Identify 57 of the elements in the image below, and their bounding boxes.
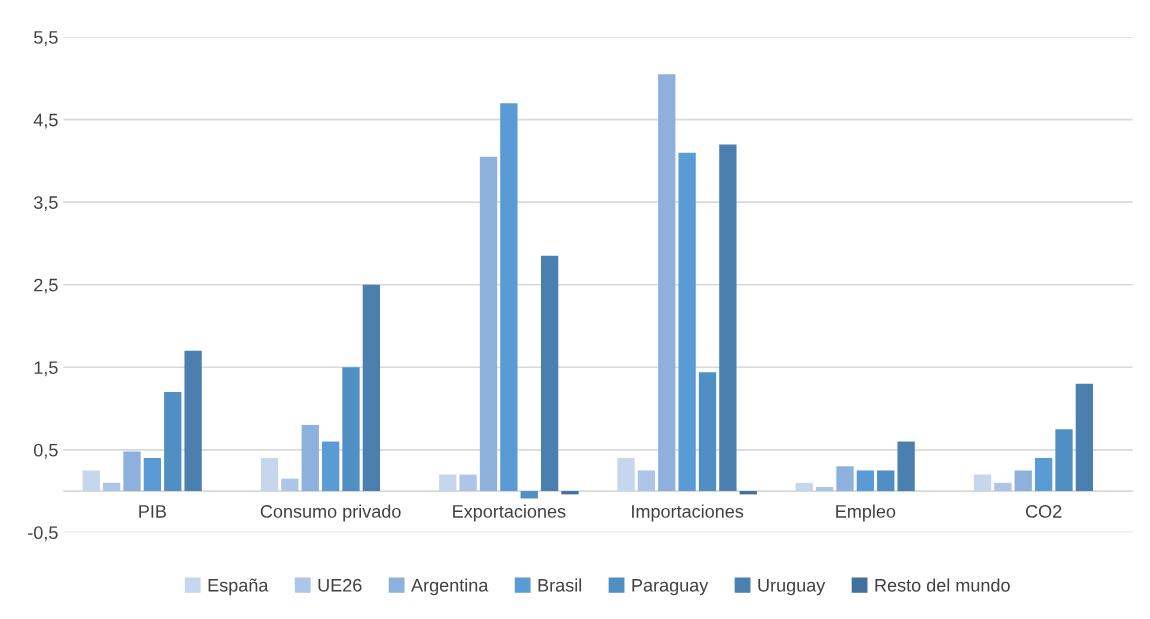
y-tick-label: 4,5: [33, 113, 58, 129]
legend-label: UE26: [318, 578, 362, 592]
y-tick-label: 3,5: [33, 196, 58, 212]
x-tick-label: PIB: [139, 505, 166, 518]
y-tick-label: 0,5: [34, 443, 58, 459]
bar: [658, 74, 676, 492]
bar: [1075, 383, 1094, 492]
y-tick-label: 1,5: [34, 361, 58, 377]
legend-label: Argentina: [411, 578, 489, 596]
y-tick-label: 5,5: [34, 31, 58, 46]
bar: [815, 486, 834, 492]
bar: [321, 441, 340, 492]
legend-label: Brasil: [538, 578, 582, 592]
bar: [698, 372, 717, 492]
bar: [973, 474, 992, 492]
x-tick-label: Exportaciones: [453, 504, 566, 522]
legend-label: Resto del mundo: [875, 578, 1010, 592]
bar: [342, 367, 360, 492]
x-tick-label: Empleo: [836, 504, 896, 522]
y-tick-label: 2,5: [34, 278, 58, 294]
legend-label: España: [208, 578, 269, 596]
bar: [856, 470, 875, 492]
bar: [540, 255, 559, 492]
y-tick-label: -0,5: [28, 526, 58, 542]
bar: [637, 470, 656, 492]
bar: [301, 425, 319, 492]
bar: [123, 451, 141, 492]
bar: [617, 458, 635, 492]
bar: [102, 482, 121, 492]
bar: [520, 491, 538, 499]
bar: [184, 350, 202, 492]
bar: [281, 478, 299, 492]
bar: [561, 491, 579, 495]
bar: [795, 482, 813, 492]
legend-label: Paraguay: [632, 579, 709, 596]
bar: [1055, 429, 1073, 492]
bar: [1034, 458, 1053, 492]
bar: [877, 470, 895, 492]
x-tick-label: CO2: [1025, 505, 1062, 518]
bar: [439, 474, 457, 492]
bar: [82, 470, 100, 492]
bar: [678, 152, 696, 492]
bar: [500, 103, 518, 492]
bar: [164, 392, 182, 492]
legend-label: Uruguay: [758, 579, 826, 596]
bar: [836, 466, 854, 492]
bar: [362, 284, 381, 492]
bar: [479, 156, 498, 492]
bar: [143, 458, 162, 492]
bar: [260, 458, 279, 492]
bar: [1014, 470, 1032, 492]
bar: [994, 482, 1012, 492]
x-tick-label: Importaciones: [632, 504, 744, 522]
x-tick-label: Consumo privado: [260, 504, 401, 522]
bar: [719, 144, 737, 492]
bar: [897, 441, 915, 492]
bar: [459, 474, 477, 492]
